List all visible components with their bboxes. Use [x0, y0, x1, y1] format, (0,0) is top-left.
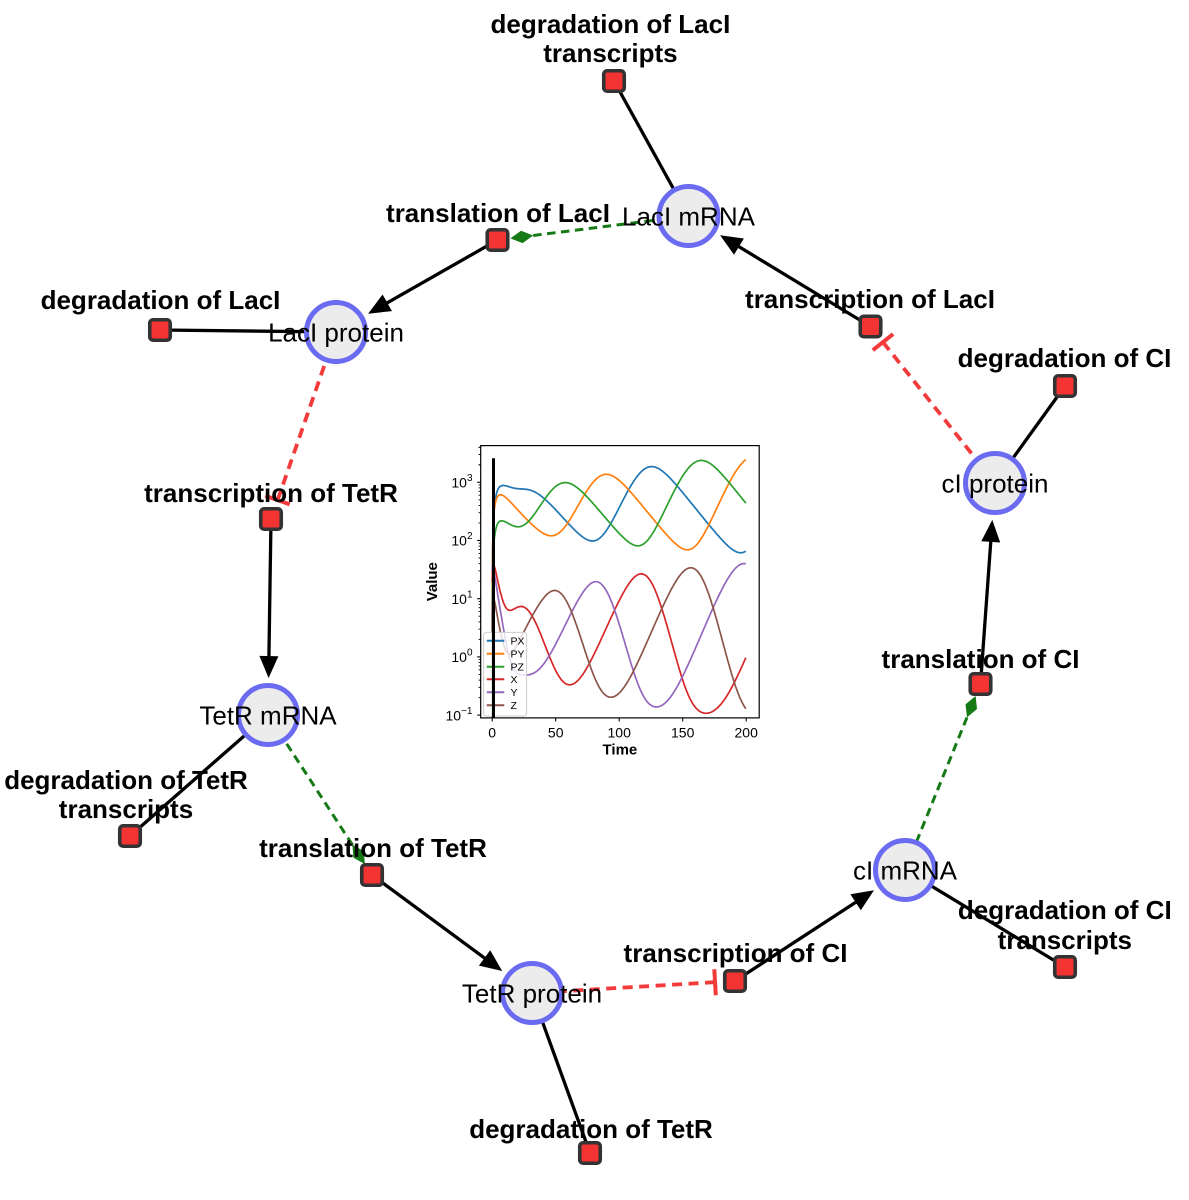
svg-text:transcripts: transcripts	[543, 38, 677, 68]
svg-text:TetR mRNA: TetR mRNA	[199, 700, 337, 730]
svg-text:X: X	[511, 674, 518, 686]
svg-text:transcription of LacI: transcription of LacI	[745, 284, 995, 314]
svg-text:200: 200	[735, 725, 759, 741]
svg-text:Y: Y	[511, 687, 518, 699]
svg-text:PZ: PZ	[511, 662, 525, 674]
svg-text:degradation of LacI: degradation of LacI	[490, 9, 730, 39]
svg-text:degradation of TetR: degradation of TetR	[4, 765, 248, 795]
svg-text:0: 0	[488, 725, 496, 741]
svg-text:PY: PY	[511, 649, 525, 661]
svg-text:degradation of CI: degradation of CI	[958, 895, 1172, 925]
svg-text:degradation of TetR: degradation of TetR	[469, 1114, 713, 1144]
svg-text:translation of LacI: translation of LacI	[386, 198, 610, 228]
svg-text:LacI mRNA: LacI mRNA	[622, 201, 756, 231]
svg-text:degradation of LacI: degradation of LacI	[41, 285, 281, 315]
svg-text:transcripts: transcripts	[59, 794, 193, 824]
svg-text:translation of TetR: translation of TetR	[259, 833, 487, 863]
svg-text:Value: Value	[424, 562, 441, 601]
svg-text:degradation of CI: degradation of CI	[958, 343, 1172, 373]
svg-text:translation of CI: translation of CI	[882, 644, 1080, 674]
svg-text:Time: Time	[603, 742, 638, 759]
svg-text:Z: Z	[511, 700, 518, 712]
svg-text:PX: PX	[511, 636, 525, 648]
svg-text:150: 150	[671, 725, 695, 741]
svg-text:100: 100	[608, 725, 632, 741]
svg-text:cI protein: cI protein	[942, 468, 1049, 498]
svg-text:cI mRNA: cI mRNA	[853, 855, 958, 885]
svg-text:LacI protein: LacI protein	[268, 317, 404, 347]
svg-text:transcription of CI: transcription of CI	[624, 938, 848, 968]
svg-text:TetR protein: TetR protein	[462, 978, 602, 1008]
svg-text:transcripts: transcripts	[998, 925, 1132, 955]
svg-text:50: 50	[548, 725, 564, 741]
svg-text:transcription of TetR: transcription of TetR	[144, 478, 398, 508]
